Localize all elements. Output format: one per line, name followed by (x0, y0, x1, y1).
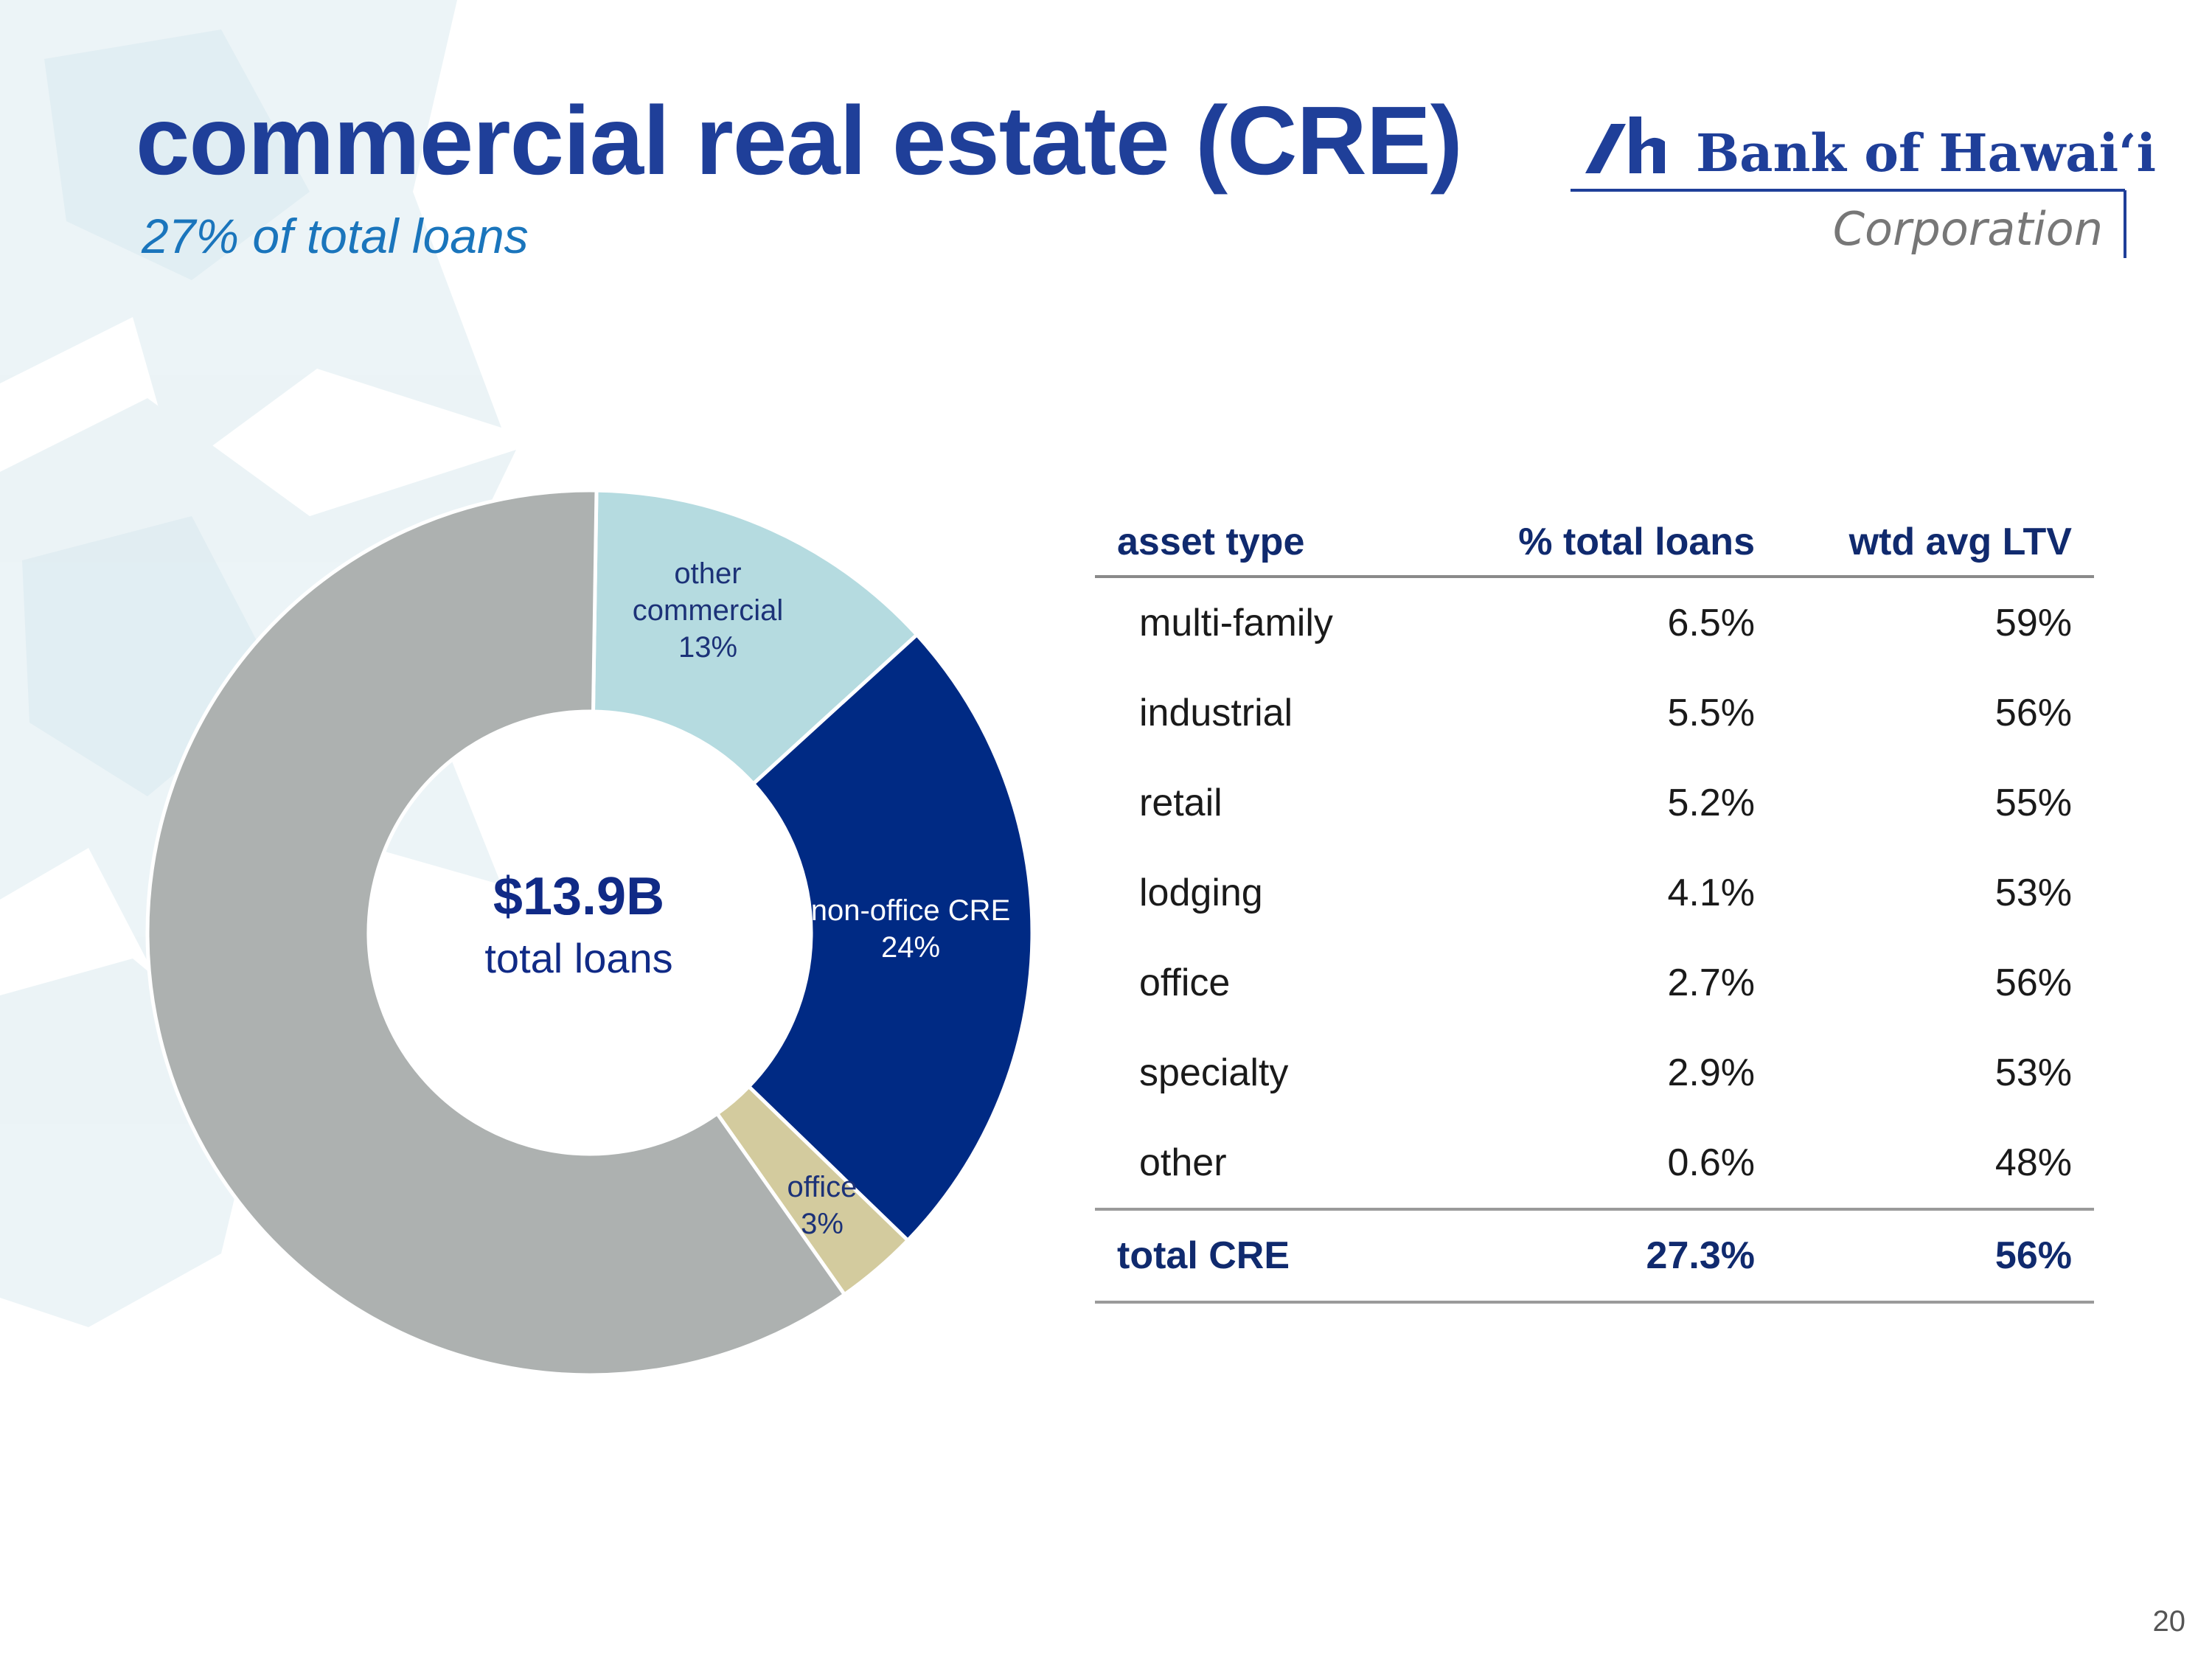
row-wtd-avg-ltv: 53% (1994, 1051, 2072, 1094)
slice-value-other-commercial: 13% (678, 631, 738, 664)
slice-label-office: office 3% (759, 1169, 885, 1242)
row-asset-name: other (1139, 1141, 1227, 1184)
slice-name-non-office-cre: non-office CRE (810, 894, 1011, 927)
table-row: specialty 2.9% 53% (1095, 1028, 2094, 1118)
header-asset-type: asset type (1117, 521, 1305, 563)
donut-slice-remaining-loans (145, 488, 847, 1377)
row-asset-name: retail (1139, 782, 1222, 824)
cre-asset-type-table: asset type % total loans wtd avg LTV mul… (1095, 509, 2094, 1304)
table-row: multi-family 6.5% 59% (1095, 578, 2094, 668)
slice-label-other-commercial: other commercial 13% (597, 555, 818, 666)
row-wtd-avg-ltv: 53% (1994, 872, 2072, 914)
row-asset-name: office (1139, 961, 1231, 1004)
table-row: office 2.7% 56% (1095, 938, 2094, 1028)
page-subtitle: 27% of total loans (142, 209, 529, 263)
row-pct-total-loans: 2.7% (1667, 961, 1755, 1004)
donut-slice-non-office-cre (746, 632, 1034, 1243)
row-wtd-avg-ltv: 56% (1994, 692, 2072, 734)
header-pct-total-loans: % total loans (1518, 521, 1755, 563)
row-wtd-avg-ltv: 56% (1994, 961, 2072, 1004)
row-pct-total-loans: 5.2% (1667, 782, 1755, 824)
table-row: retail 5.2% 55% (1095, 758, 2094, 848)
slice-value-office: 3% (801, 1208, 844, 1240)
table-row: lodging 4.1% 53% (1095, 848, 2094, 938)
row-wtd-avg-ltv: 48% (1994, 1141, 2072, 1184)
row-asset-name: multi-family (1139, 602, 1333, 644)
total-pct-total-loans: 27.3% (1646, 1234, 1755, 1277)
donut-center-value: $13.9B (493, 867, 665, 926)
slice-value-non-office-cre: 24% (880, 931, 941, 964)
row-asset-name: lodging (1139, 872, 1263, 914)
svg-text:Corporation: Corporation (1833, 202, 2103, 256)
table-header-row: asset type % total loans wtd avg LTV (1095, 509, 2094, 578)
total-asset-name: total CRE (1117, 1234, 1290, 1277)
bank-of-hawaii-logo-icon: Bank of Hawai‘i Corporation (1571, 116, 2156, 258)
slice-label-non-office-cre: non-office CRE 24% (796, 892, 1025, 966)
page-number: 20 (2152, 1605, 2186, 1638)
total-wtd-avg-ltv: 56% (1994, 1234, 2072, 1277)
donut-slice-other-commercial (591, 488, 920, 787)
row-pct-total-loans: 5.5% (1667, 692, 1755, 734)
row-pct-total-loans: 0.6% (1667, 1141, 1755, 1184)
row-pct-total-loans: 2.9% (1667, 1051, 1755, 1094)
table-row: industrial 5.5% 56% (1095, 668, 2094, 758)
row-pct-total-loans: 4.1% (1667, 872, 1755, 914)
header-wtd-avg-ltv: wtd avg LTV (1848, 521, 2072, 563)
table-row: other 0.6% 48% (1095, 1118, 2094, 1208)
row-asset-name: industrial (1139, 692, 1293, 734)
page-title: commercial real estate (CRE) (136, 86, 1463, 195)
slice-name-office: office (787, 1171, 858, 1203)
row-wtd-avg-ltv: 59% (1994, 602, 2072, 644)
loan-mix-donut-chart (145, 488, 1034, 1377)
row-asset-name: specialty (1139, 1051, 1289, 1094)
svg-text:Bank of Hawai‘i: Bank of Hawai‘i (1696, 122, 2156, 184)
table-total-row: total CRE 27.3% 56% (1095, 1208, 2094, 1304)
row-wtd-avg-ltv: 55% (1994, 782, 2072, 824)
row-pct-total-loans: 6.5% (1667, 602, 1755, 644)
donut-center-label: total loans (484, 935, 673, 981)
